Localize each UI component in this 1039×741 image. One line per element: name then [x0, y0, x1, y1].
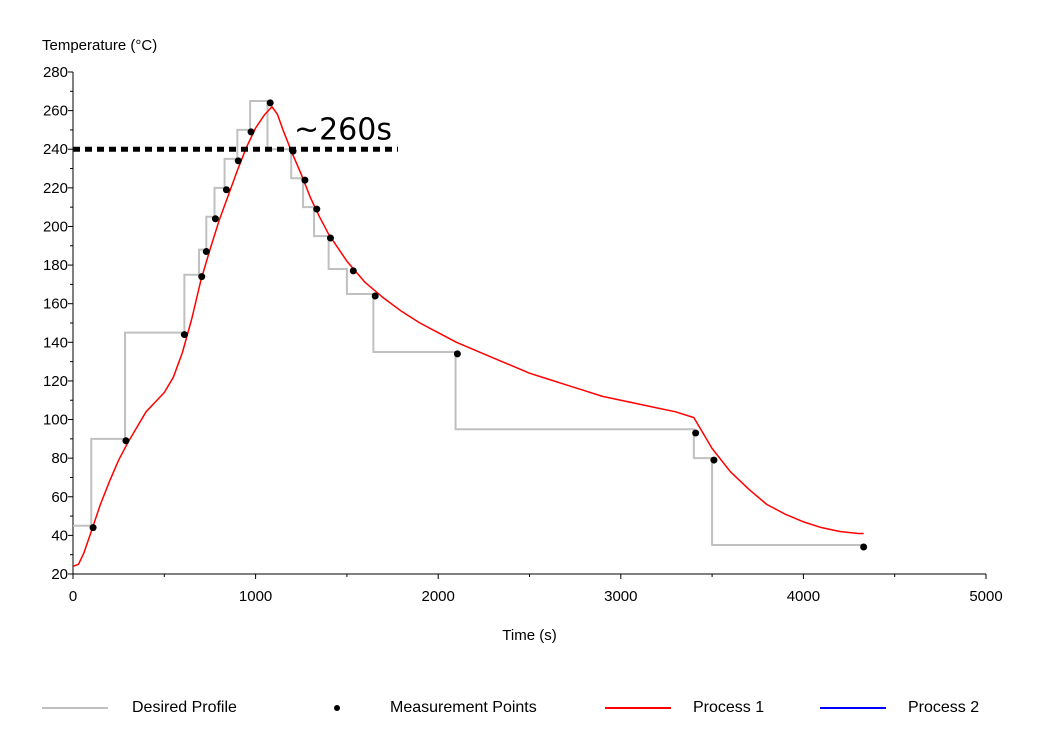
measurement-point: [247, 128, 255, 136]
legend: Desired Profile Measurement Points Proce…: [0, 693, 1039, 723]
annotation-text: ~260s: [294, 113, 392, 148]
measurement-point: [326, 234, 334, 242]
series-desired-profile-line: [73, 99, 864, 547]
y-tick-label: 80: [51, 450, 68, 467]
measurement-point: [301, 176, 309, 184]
measurement-point: [202, 248, 210, 256]
x-tick-label: 2000: [422, 588, 455, 605]
x-axis-title: Time (s): [502, 627, 556, 644]
legend-swatch-desired-profile: [42, 707, 108, 709]
y-tick-label: 160: [43, 296, 68, 313]
measurement-point: [710, 456, 718, 464]
y-tick-label: 180: [43, 257, 68, 274]
y-tick-label: 120: [43, 373, 68, 390]
measurement-point: [371, 292, 379, 300]
x-tick-label: 0: [69, 588, 77, 605]
measurement-point: [122, 437, 130, 445]
legend-swatch-process-2: [820, 707, 886, 709]
measurement-point: [180, 331, 188, 339]
x-tick-label: 1000: [239, 588, 272, 605]
legend-item-process-1: Process 1: [605, 693, 764, 723]
legend-item-desired-profile: Desired Profile: [42, 693, 237, 723]
x-tick-label: 3000: [604, 588, 637, 605]
measurement-point: [198, 273, 206, 281]
legend-item-process-2: Process 2: [820, 693, 979, 723]
y-tick-label: 60: [51, 489, 68, 506]
legend-item-measurement-points: Measurement Points: [334, 693, 537, 723]
legend-swatch-process-1: [605, 707, 671, 709]
measurement-point: [222, 186, 230, 194]
measurement-point: [692, 429, 700, 437]
measurement-point: [453, 350, 461, 358]
y-tick-label: 40: [51, 527, 68, 544]
measurement-point: [313, 205, 321, 213]
y-tick-label: 240: [43, 141, 68, 158]
legend-label-process-2: Process 2: [908, 699, 980, 716]
y-tick-label: 220: [43, 180, 68, 197]
x-tick-label: 5000: [969, 588, 1002, 605]
y-tick-label: 280: [43, 64, 68, 81]
y-tick-label: 140: [43, 334, 68, 351]
y-tick-label: 20: [51, 566, 68, 583]
y-tick-label: 100: [43, 412, 68, 429]
chart-canvas: 20 40 60 80 100 120 140 160 180 200 220 240 260 280 0 1…: [42, 37, 1003, 644]
legend-label-desired-profile: Desired Profile: [132, 699, 237, 716]
y-tick-label: 260: [43, 103, 68, 120]
measurement-point: [860, 543, 868, 551]
y-axis-title: Temperature (°C): [42, 37, 157, 54]
y-tick-label: 200: [43, 218, 68, 235]
measurement-point: [349, 267, 357, 275]
measurement-point: [234, 157, 242, 165]
legend-swatch-measurement-points: [334, 705, 340, 711]
measurement-point: [211, 215, 219, 223]
legend-label-process-1: Process 1: [693, 699, 765, 716]
series-process-1-line: [72, 106, 864, 567]
measurement-point: [266, 99, 274, 107]
measurement-point: [89, 524, 97, 532]
legend-label-measurement-points: Measurement Points: [390, 699, 537, 716]
x-tick-label: 4000: [787, 588, 820, 605]
